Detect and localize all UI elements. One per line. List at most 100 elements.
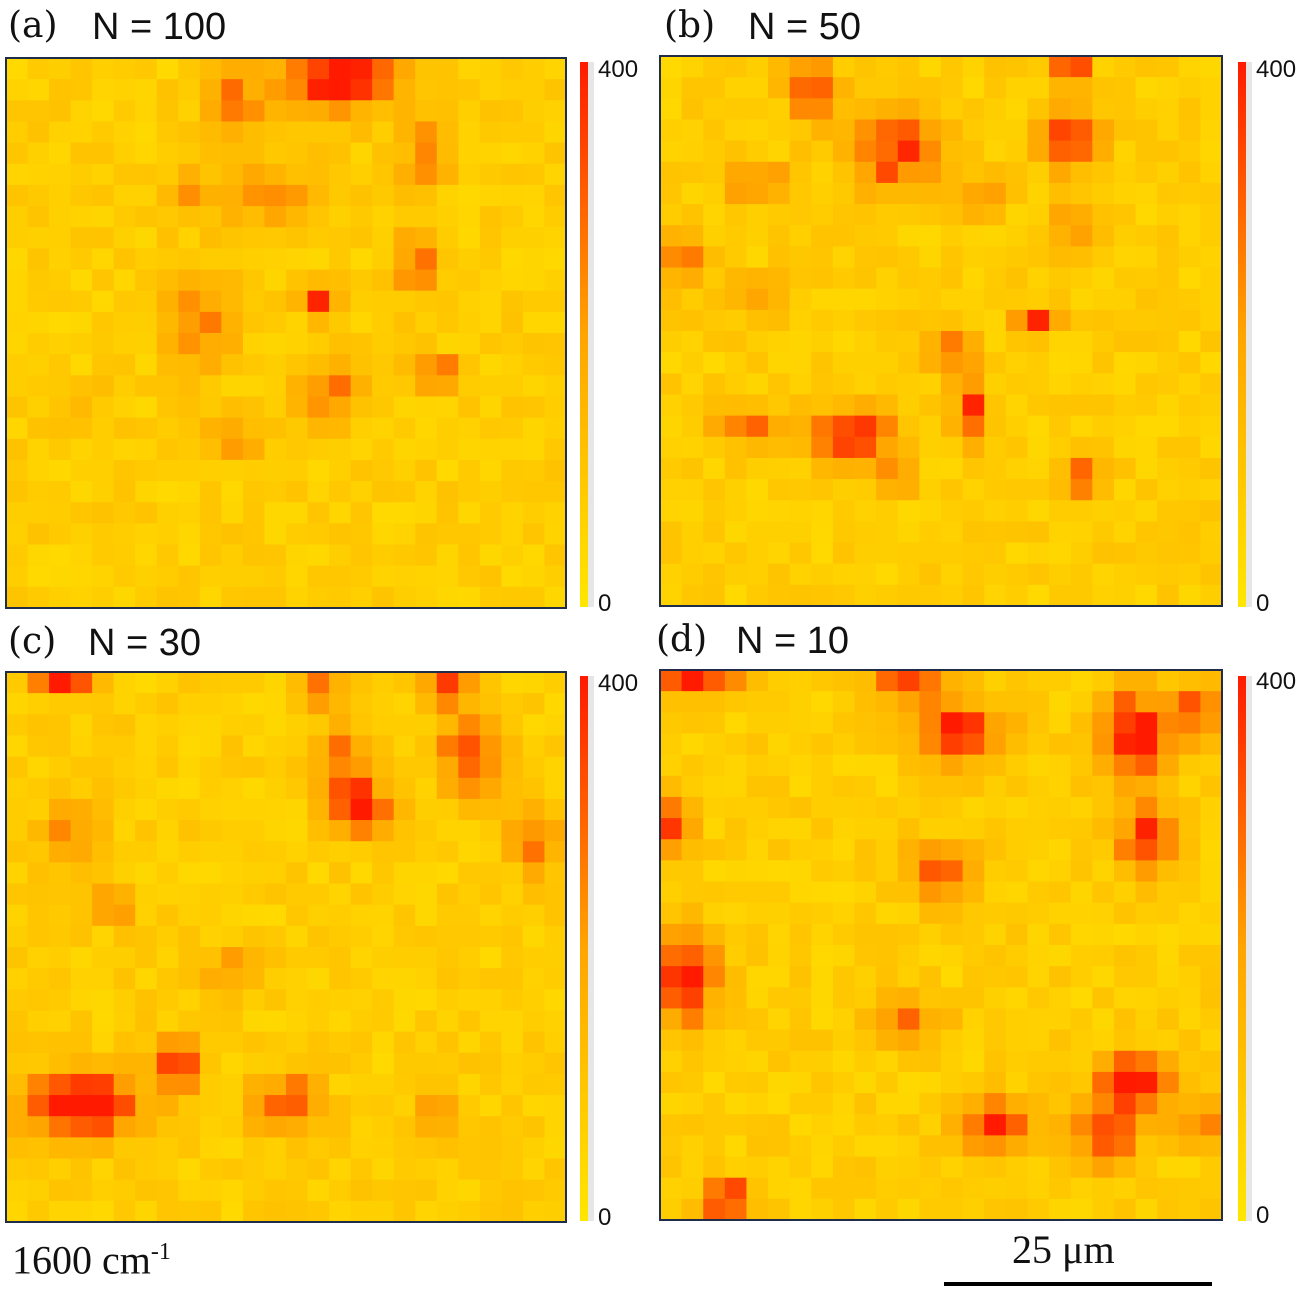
heatmap-cell: [832, 331, 856, 353]
heatmap-cell: [92, 1158, 115, 1181]
heatmap-cell: [92, 100, 115, 123]
heatmap-cell: [1049, 987, 1072, 1010]
heatmap-cell: [479, 354, 502, 376]
heatmap-cell: [811, 1008, 834, 1031]
heatmap-cell: [811, 98, 834, 121]
heatmap-cell: [156, 565, 179, 588]
heatmap-cell: [156, 227, 179, 249]
heatmap-cell: [350, 883, 373, 906]
heatmap-cell: [746, 479, 769, 501]
heatmap-cell: [746, 754, 769, 777]
heatmap-frame: [659, 55, 1223, 607]
heatmap-cell: [1092, 966, 1115, 988]
heatmap-cell: [724, 818, 748, 840]
heatmap-cell: [27, 438, 50, 461]
heatmap-cell: [329, 1179, 352, 1202]
heatmap-cell: [436, 1137, 459, 1160]
heatmap-cell: [49, 1137, 72, 1160]
heatmap-cell: [962, 140, 985, 163]
heatmap-cell: [479, 269, 502, 292]
heatmap-cell: [70, 798, 93, 821]
heatmap-cell: [264, 1031, 287, 1054]
heatmap-cell: [92, 544, 115, 567]
heatmap-cell: [832, 818, 856, 840]
heatmap-cell: [984, 309, 1007, 332]
heatmap-cell: [415, 714, 438, 737]
heatmap-cell: [6, 693, 29, 715]
heatmap-cell: [660, 1114, 683, 1136]
heatmap-cell: [264, 1158, 287, 1181]
heatmap-cell: [113, 714, 136, 737]
heatmap-cell: [221, 1031, 244, 1054]
heatmap-cell: [919, 77, 942, 99]
heatmap-cell: [199, 1010, 222, 1033]
heatmap-cell: [286, 163, 309, 186]
heatmap-cell: [135, 438, 158, 461]
heatmap-cell: [350, 79, 373, 101]
heatmap-cell: [242, 798, 266, 821]
heatmap-cell: [1200, 1029, 1223, 1052]
heatmap-cell: [286, 565, 309, 588]
heatmap-cell: [703, 1135, 726, 1158]
heatmap-cell: [1200, 733, 1223, 756]
heatmap-frame: [5, 671, 567, 1223]
heatmap-cell: [1070, 584, 1093, 607]
heatmap-cell: [178, 586, 201, 609]
heatmap-cell: [522, 290, 546, 313]
heatmap-cell: [1113, 246, 1137, 269]
heatmap-cell: [286, 1073, 309, 1096]
heatmap-cell: [264, 375, 287, 398]
heatmap-cell: [264, 121, 287, 144]
heatmap-cell: [350, 142, 373, 165]
heatmap-cell: [897, 98, 920, 121]
heatmap-cell: [393, 1116, 416, 1138]
heatmap-cell: [242, 1158, 266, 1181]
heatmap-cell: [1049, 881, 1072, 904]
heatmap-cell: [393, 1179, 416, 1202]
heatmap-cell: [811, 182, 834, 205]
heatmap-cell: [92, 862, 115, 885]
heatmap-cell: [789, 204, 812, 226]
heatmap-cell: [768, 987, 791, 1010]
heatmap-cell: [1135, 839, 1158, 861]
heatmap-cell: [199, 248, 222, 271]
heatmap-cell: [544, 163, 567, 186]
heatmap-cell: [746, 77, 769, 99]
heatmap-cell: [479, 481, 502, 503]
heatmap-cell: [876, 373, 899, 396]
heatmap-cell: [242, 142, 266, 165]
heatmap-cell: [660, 373, 683, 396]
heatmap-cell: [1027, 775, 1050, 798]
heatmap-cell: [156, 544, 179, 567]
heatmap-cell: [329, 481, 352, 503]
heatmap-cell: [897, 1198, 920, 1221]
heatmap-cell: [724, 1029, 748, 1052]
heatmap-cell: [458, 586, 481, 609]
heatmap-cell: [264, 714, 287, 737]
heatmap-cell: [264, 1179, 287, 1202]
heatmap-cell: [415, 58, 438, 80]
heatmap-cell: [811, 1071, 834, 1094]
heatmap-cell: [919, 691, 942, 713]
heatmap-cell: [178, 396, 201, 419]
heatmap-cell: [1200, 225, 1223, 247]
heatmap-cell: [135, 417, 158, 440]
heatmap-cell: [1005, 182, 1029, 205]
heatmap-cell: [544, 925, 567, 948]
heatmap-cell: [479, 142, 502, 165]
heatmap-cell: [135, 354, 158, 376]
heatmap-cell: [854, 1093, 877, 1115]
heatmap-cell: [962, 225, 985, 247]
heatmap-cell: [919, 1008, 942, 1031]
heatmap-cell: [854, 860, 877, 883]
heatmap-cell: [811, 246, 834, 269]
heatmap-cell: [522, 459, 546, 482]
heatmap-cell: [984, 119, 1007, 142]
heatmap-cell: [544, 544, 567, 567]
heatmap-cell: [350, 100, 373, 123]
heatmap-cell: [544, 396, 567, 419]
heatmap-cell: [221, 989, 244, 1012]
heatmap-cell: [832, 267, 856, 290]
heatmap-cell: [92, 1052, 115, 1075]
heatmap-cell: [962, 754, 985, 777]
